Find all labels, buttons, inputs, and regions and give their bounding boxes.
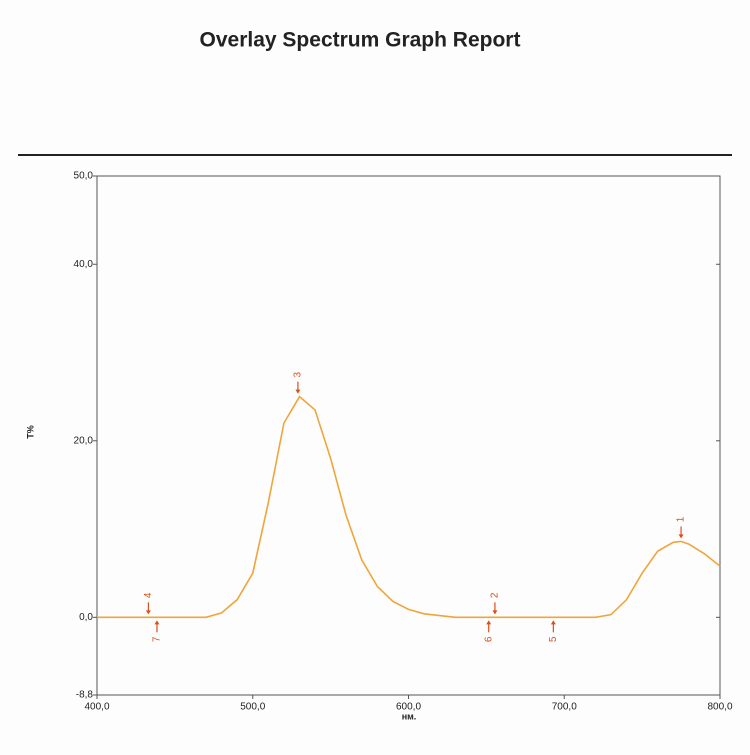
chart-title: Overlay Spectrum Graph Report [200,29,521,52]
peak-marker [492,602,498,615]
peak-marker [678,526,684,539]
peak-marker [550,620,556,633]
y-tick-label: 20,0 [74,435,94,446]
marker-label: 3 [293,371,304,377]
marker-arrow [550,620,556,625]
x-axis-label: нм. [402,711,417,721]
peak-marker [154,620,160,633]
y-tick-label: 40,0 [74,259,94,270]
peak-marker [486,620,492,633]
y-axis-label: T% [25,425,35,439]
x-tick-label: 700,0 [552,702,577,713]
y-tick-label: 50,0 [74,171,94,182]
y-tick-label: -8,8 [76,690,94,701]
marker-arrow [486,620,492,625]
x-tick-label: 600,0 [396,702,421,713]
marker-arrow [145,610,151,615]
marker-label: 1 [676,516,687,522]
x-tick-label: 400,0 [84,702,109,713]
y-tick-label: 0,0 [79,612,93,623]
marker-label: 5 [548,636,559,642]
marker-label: 6 [483,636,494,642]
marker-label: 4 [143,592,154,598]
x-tick-label: 500,0 [240,702,265,713]
marker-label: 7 [152,636,163,642]
marker-arrow [154,620,160,625]
marker-label: 2 [490,592,501,598]
marker-arrow [492,610,498,615]
spectrum-line [97,395,721,619]
peak-marker [145,602,151,615]
peak-marker [295,381,301,394]
marker-arrow [678,534,684,539]
x-tick-label: 800,0 [707,702,732,713]
marker-arrow [295,389,301,394]
